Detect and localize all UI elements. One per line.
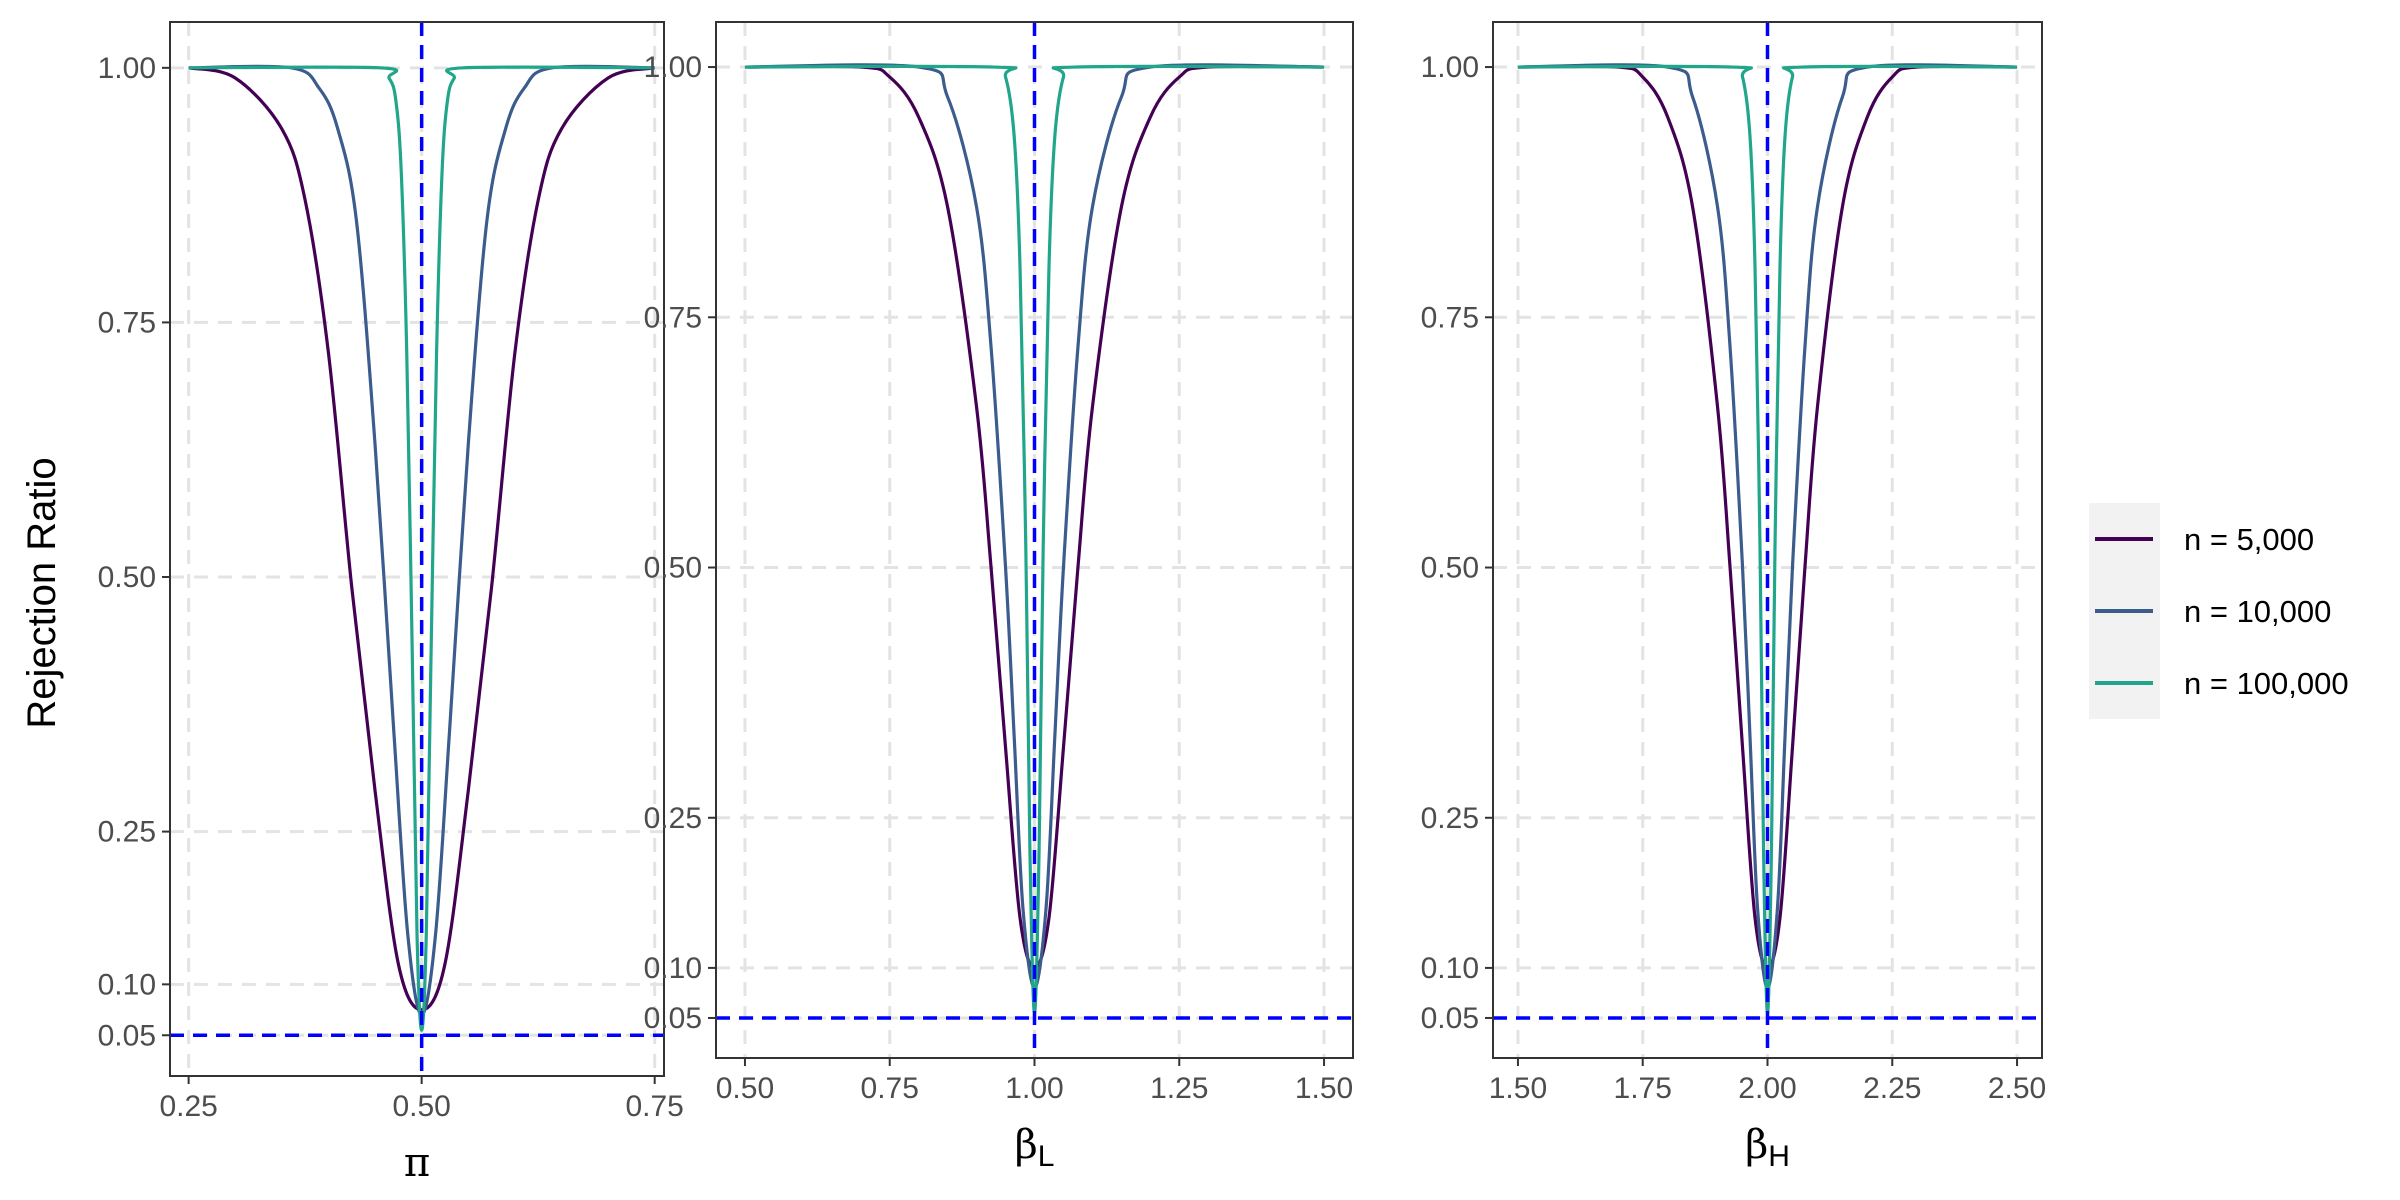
y-tick-label: 0.10: [1421, 952, 1479, 985]
legend: n = 5,000 n = 10,000 n = 100,000: [2089, 503, 2349, 719]
y-tick-label: 0.25: [1421, 802, 1479, 835]
y-tick-label: 0.10: [98, 968, 156, 1001]
y-tick-label: 1.00: [644, 51, 702, 84]
panel-1: 0.05 0.10 0.25 0.50 0.75 1.00 0.25 0.50 0.75 π: [98, 21, 684, 1186]
legend-label-n10000: n = 10,000: [2184, 594, 2331, 629]
x-tick-label: 1.25: [1150, 1072, 1208, 1105]
series-line-n100000: [188, 65, 655, 1032]
y-tick-label: 0.25: [644, 802, 702, 835]
y-tick-label: 0.25: [98, 816, 156, 849]
y-tick-label: 1.00: [98, 52, 156, 85]
y-tick-label: 0.75: [1421, 301, 1479, 334]
x-tick-label: 0.50: [392, 1090, 450, 1123]
x-tick-label: 2.00: [1738, 1072, 1796, 1105]
y-tick-label: 1.00: [1421, 51, 1479, 84]
x-tick-label: 0.75: [625, 1090, 683, 1123]
y-tick-label: 0.10: [644, 952, 702, 985]
y-tick-label: 0.50: [98, 561, 156, 594]
series-line-n5000: [188, 66, 656, 1012]
y-tick-label: 0.50: [1421, 552, 1479, 585]
y-tick-label: 0.50: [644, 552, 702, 585]
x-tick-label: 0.25: [159, 1090, 217, 1123]
panel-border: [169, 21, 665, 1077]
legend-label-n5000: n = 5,000: [2184, 522, 2314, 557]
y-tick-label: 0.75: [98, 306, 156, 339]
y-tick-label: 0.75: [644, 301, 702, 334]
x-axis-title: βL: [1015, 1122, 1055, 1173]
x-tick-label: 2.25: [1863, 1072, 1921, 1105]
x-tick-label: 1.00: [1005, 1072, 1063, 1105]
panels: 0.050.100.250.500.751.000.25 0.50 0.75π0.0…: [98, 21, 2046, 1186]
x-axis-title: π: [404, 1140, 430, 1186]
x-tick-label: 1.50: [1489, 1072, 1547, 1105]
legend-label-n100000: n = 100,000: [2184, 666, 2349, 701]
x-tick-label: 0.50: [716, 1072, 774, 1105]
y-tick-label: 0.05: [1421, 1002, 1479, 1035]
x-tick-label: 1.75: [1614, 1072, 1672, 1105]
x-tick-label: 1.50: [1295, 1072, 1353, 1105]
y-tick-label: 0.05: [644, 1002, 702, 1035]
panel-3: 0.05 0.10 0.25 0.50 0.75 1.00 1.50 1.75 2.00 2.25…: [1421, 21, 2046, 1173]
y-axis-title: Rejection Ratio: [20, 457, 64, 728]
x-tick-label: 2.50: [1988, 1072, 2046, 1105]
y-tick-label: 0.05: [98, 1019, 156, 1052]
x-tick-label: 0.75: [861, 1072, 919, 1105]
panel-2: 0.05 0.10 0.25 0.50 0.75 1.00 0.50 0.75 1.00 1.25…: [644, 21, 1354, 1173]
x-axis-title: βH: [1745, 1122, 1790, 1173]
